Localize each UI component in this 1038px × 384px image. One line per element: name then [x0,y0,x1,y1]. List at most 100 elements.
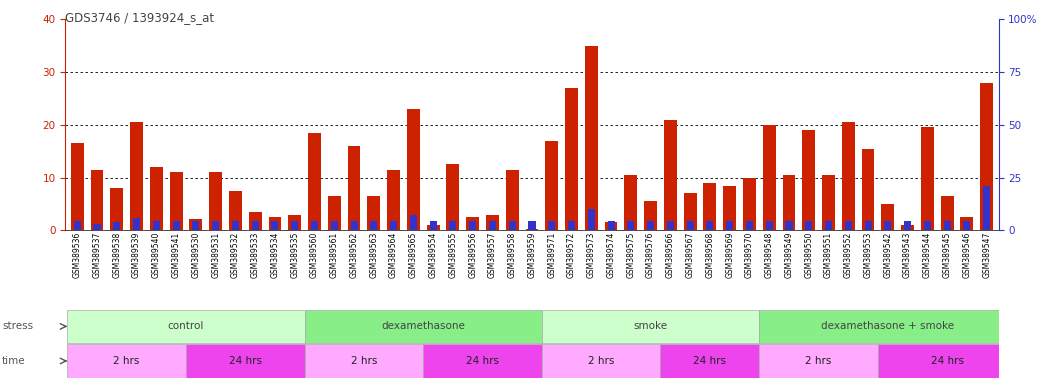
Bar [153,221,160,230]
Text: 24 hrs: 24 hrs [466,356,499,366]
Bar [231,221,239,230]
Text: GSM389552: GSM389552 [844,232,853,278]
Bar [407,109,419,230]
Bar [743,177,756,230]
Text: GDS3746 / 1393924_s_at: GDS3746 / 1393924_s_at [65,12,215,25]
Bar [760,310,1016,343]
Text: GSM389575: GSM389575 [626,232,635,278]
Bar [763,125,775,230]
Text: GSM389566: GSM389566 [665,232,675,278]
Bar [93,224,101,230]
Text: GSM389545: GSM389545 [943,232,952,278]
Bar [269,217,281,230]
Text: 24 hrs: 24 hrs [228,356,262,366]
Bar [565,88,578,230]
Text: stress: stress [2,321,33,331]
Bar [410,215,417,230]
Text: GSM389557: GSM389557 [488,232,497,278]
Text: GSM389570: GSM389570 [745,232,754,278]
Bar [545,141,558,230]
Text: GSM389565: GSM389565 [409,232,418,278]
Text: GSM389576: GSM389576 [646,232,655,278]
Bar [786,221,793,230]
Bar [192,221,199,230]
Bar [825,221,832,230]
Bar [446,164,460,230]
Bar [760,344,878,377]
Bar [924,221,931,230]
Text: 2 hrs: 2 hrs [113,356,140,366]
Text: GSM389537: GSM389537 [92,232,102,278]
Bar [944,221,951,230]
Text: GSM389574: GSM389574 [606,232,616,278]
Bar [723,185,736,230]
Bar [351,221,357,230]
Text: 2 hrs: 2 hrs [805,356,831,366]
Bar [271,221,278,230]
Bar [371,221,378,230]
Bar [901,225,914,230]
Text: smoke: smoke [633,321,667,331]
Text: GSM389531: GSM389531 [211,232,220,278]
Bar [878,344,1016,377]
Bar [289,215,301,230]
Bar [486,215,499,230]
Bar [251,221,258,230]
Bar [960,217,974,230]
Bar [625,175,637,230]
Text: 2 hrs: 2 hrs [351,356,377,366]
Bar [904,221,911,230]
Bar [387,170,400,230]
Bar [130,122,143,230]
Bar [71,143,84,230]
Text: GSM389547: GSM389547 [982,232,991,278]
Text: GSM389541: GSM389541 [171,232,181,278]
Text: GSM389572: GSM389572 [567,232,576,278]
Text: GSM389556: GSM389556 [468,232,477,278]
Text: GSM389546: GSM389546 [962,232,972,278]
Bar [249,212,262,230]
Text: GSM389564: GSM389564 [389,232,399,278]
Text: time: time [2,356,26,366]
Text: GSM389568: GSM389568 [706,232,714,278]
Text: GSM389553: GSM389553 [864,232,873,278]
Text: GSM389550: GSM389550 [804,232,813,278]
Bar [845,221,852,230]
Bar [509,221,516,230]
Bar [805,221,813,230]
Bar [686,221,693,230]
Bar [865,221,872,230]
Bar [229,191,242,230]
Bar [707,221,713,230]
Bar [424,344,542,377]
Text: GSM389535: GSM389535 [291,232,299,278]
Bar [190,219,202,230]
Bar [390,221,398,230]
Bar [210,172,222,230]
Bar [666,221,674,230]
Text: GSM389538: GSM389538 [112,232,121,278]
Bar [542,344,660,377]
Text: GSM389551: GSM389551 [824,232,834,278]
Bar [90,170,104,230]
Text: GSM389567: GSM389567 [686,232,694,278]
Text: GSM389563: GSM389563 [370,232,378,278]
Bar [186,344,304,377]
Bar [113,222,120,230]
Bar [427,225,439,230]
Bar [568,221,575,230]
Text: GSM389543: GSM389543 [903,232,912,278]
Text: dexamethasone + smoke: dexamethasone + smoke [821,321,954,331]
Bar [704,183,716,230]
Bar [304,310,542,343]
Bar [110,188,124,230]
Bar [588,209,595,230]
Bar [548,221,555,230]
Bar [212,221,219,230]
Bar [607,221,614,230]
Text: GSM389533: GSM389533 [251,232,260,278]
Bar [67,310,304,343]
Text: GSM389555: GSM389555 [448,232,458,278]
Text: GSM389558: GSM389558 [508,232,517,278]
Bar [940,196,954,230]
